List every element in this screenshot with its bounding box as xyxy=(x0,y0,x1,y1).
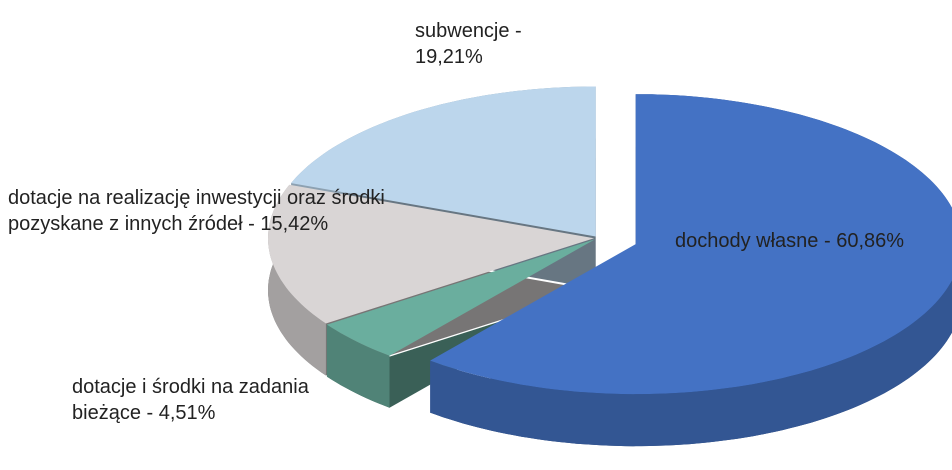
value-label: 15,42% xyxy=(260,213,329,235)
value-label: 19,21% xyxy=(415,46,483,68)
slice-side xyxy=(326,324,390,408)
data-label: subwencje - 19,21% xyxy=(415,18,535,70)
value-label: 60,86% xyxy=(836,230,905,252)
slice xyxy=(326,239,596,356)
data-label: dotacje i środki na zadania bieżące - 4,… xyxy=(72,374,312,426)
category-label: dochody własne - xyxy=(675,230,831,252)
category-label: dotacje na realizację inwestycji oraz śr… xyxy=(8,187,385,235)
slice xyxy=(268,184,595,324)
data-label: dotacje na realizację inwestycji oraz śr… xyxy=(8,185,398,237)
slice xyxy=(291,86,596,237)
slice xyxy=(430,94,952,395)
category-label: subwencje - xyxy=(415,20,522,42)
data-label: dochody własne - 60,86% xyxy=(675,228,905,254)
category-label: dotacje i środki na zadania bieżące - xyxy=(72,376,309,424)
slice-side xyxy=(430,94,952,447)
value-label: 4,51% xyxy=(158,402,216,424)
